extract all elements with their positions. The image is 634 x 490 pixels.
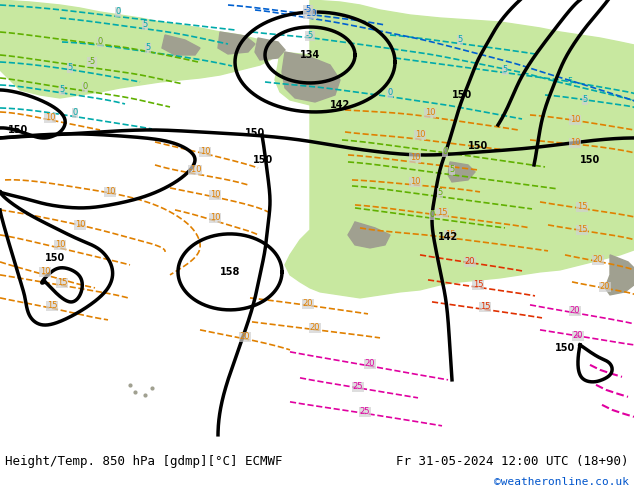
Text: 15: 15 — [473, 280, 483, 290]
Text: 15: 15 — [444, 230, 455, 240]
Text: 10: 10 — [570, 139, 580, 147]
Text: 20: 20 — [570, 306, 580, 316]
Polygon shape — [282, 52, 340, 102]
Text: 0: 0 — [115, 7, 120, 17]
Text: -5: -5 — [304, 5, 312, 15]
Text: 20: 20 — [465, 257, 476, 267]
Text: 15: 15 — [47, 301, 57, 310]
Text: 20: 20 — [600, 282, 611, 292]
Polygon shape — [218, 32, 255, 54]
Polygon shape — [0, 0, 280, 98]
Text: 20: 20 — [593, 255, 603, 265]
Text: -5: -5 — [306, 31, 314, 41]
Text: 5: 5 — [450, 166, 455, 174]
Text: 142: 142 — [438, 232, 458, 242]
Text: 10: 10 — [40, 268, 50, 276]
Text: 134: 134 — [300, 50, 320, 60]
Text: 150: 150 — [468, 141, 488, 151]
Text: 158: 158 — [220, 267, 240, 277]
Text: 5: 5 — [502, 66, 508, 74]
Text: 20: 20 — [303, 299, 313, 308]
Text: 150: 150 — [245, 128, 265, 138]
Text: -10: -10 — [188, 166, 202, 174]
Text: 142: 142 — [330, 100, 350, 110]
Polygon shape — [285, 0, 634, 298]
Text: 0: 0 — [82, 82, 87, 92]
Text: 10: 10 — [200, 147, 210, 156]
Text: 15: 15 — [577, 202, 587, 211]
Text: 10: 10 — [415, 130, 425, 140]
Polygon shape — [162, 35, 200, 55]
Polygon shape — [255, 38, 285, 60]
Text: 20: 20 — [310, 323, 320, 332]
Text: -5: -5 — [88, 57, 96, 67]
Text: 10: 10 — [75, 220, 85, 229]
Text: Height/Temp. 850 hPa [gdmp][°C] ECMWF: Height/Temp. 850 hPa [gdmp][°C] ECMWF — [5, 455, 283, 468]
Text: 5: 5 — [457, 35, 463, 45]
Text: 5: 5 — [143, 21, 148, 29]
Text: 0: 0 — [429, 210, 435, 220]
Text: 20: 20 — [573, 331, 583, 341]
Text: ©weatheronline.co.uk: ©weatheronline.co.uk — [494, 477, 629, 487]
Text: 10: 10 — [210, 191, 220, 199]
Text: 10: 10 — [410, 153, 420, 163]
Text: -5: -5 — [566, 77, 574, 86]
Text: 20: 20 — [240, 332, 250, 342]
Text: 25: 25 — [353, 382, 363, 392]
Text: Fr 31-05-2024 12:00 UTC (18+90): Fr 31-05-2024 12:00 UTC (18+90) — [396, 455, 629, 468]
Polygon shape — [448, 162, 475, 182]
Text: 15: 15 — [480, 302, 490, 311]
Text: 10: 10 — [105, 187, 115, 196]
Text: 5: 5 — [437, 189, 443, 197]
Text: 10: 10 — [570, 116, 580, 124]
Text: 150: 150 — [579, 155, 600, 165]
Text: 150: 150 — [555, 343, 575, 353]
Text: 10: 10 — [425, 108, 436, 118]
Text: 0: 0 — [387, 89, 392, 98]
Polygon shape — [275, 52, 380, 105]
Text: 15: 15 — [437, 208, 447, 218]
Text: 0: 0 — [72, 108, 77, 118]
Text: 5: 5 — [60, 85, 65, 95]
Text: 150: 150 — [253, 155, 273, 165]
Text: 0: 0 — [443, 147, 448, 156]
Text: 0: 0 — [98, 37, 103, 47]
Text: 5: 5 — [145, 44, 151, 52]
Text: 10: 10 — [410, 177, 420, 186]
Text: 25: 25 — [359, 407, 370, 416]
Text: 10: 10 — [210, 214, 220, 222]
Text: -10: -10 — [303, 9, 317, 19]
Text: 150: 150 — [45, 253, 65, 263]
Text: 15: 15 — [577, 225, 587, 234]
Polygon shape — [348, 222, 390, 248]
Text: 10: 10 — [45, 114, 55, 122]
Text: 20: 20 — [365, 359, 375, 368]
Text: 5: 5 — [67, 64, 73, 73]
Text: 150: 150 — [8, 125, 29, 135]
Text: 10: 10 — [55, 241, 65, 249]
Text: 15: 15 — [57, 278, 67, 288]
Polygon shape — [605, 255, 634, 295]
Text: 5: 5 — [583, 96, 588, 104]
Text: 150: 150 — [452, 90, 472, 100]
